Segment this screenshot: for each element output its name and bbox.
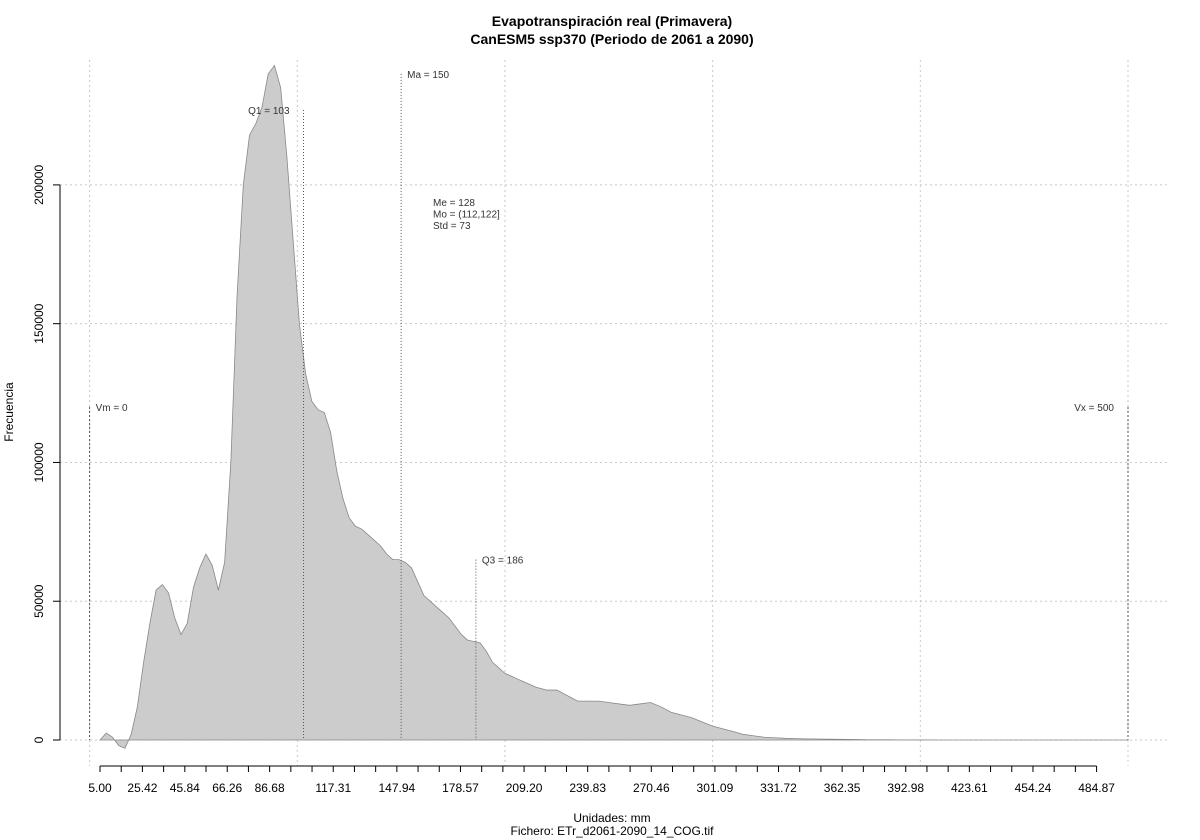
stats-line: Std = 73 xyxy=(433,221,471,232)
density-area-path xyxy=(99,64,1128,749)
markers: Vm = 0 Q1 = 103 Ma = 150 Q3 = 186 Vx = 500 xyxy=(89,70,1129,740)
marker-label: Ma = 150 xyxy=(407,70,449,81)
x-tick-label: 66.26 xyxy=(212,781,242,795)
marker-label: Vx = 500 xyxy=(1074,403,1114,414)
y-tick-label: 0 xyxy=(32,736,46,743)
x-tick-label: 270.46 xyxy=(633,781,670,795)
x-tick-label: 209.20 xyxy=(506,781,543,795)
x-tick-label: 392.98 xyxy=(887,781,924,795)
chart-subtitle: CanESM5 ssp370 (Periodo de 2061 a 2090) xyxy=(470,31,753,47)
x-tick-label: 25.42 xyxy=(127,781,157,795)
chart-title: Evapotranspiración real (Primavera) xyxy=(492,13,732,29)
x-tick-label: 423.61 xyxy=(951,781,988,795)
x-tick-label: 147.94 xyxy=(379,781,416,795)
x-tick-label: 45.84 xyxy=(170,781,200,795)
y-axis-label: Frecuencia xyxy=(2,382,16,442)
x-tick-label: 117.31 xyxy=(315,781,351,795)
x-tick-label: 239.83 xyxy=(569,781,606,795)
footer-filename: Fichero: ETr_d2061-2090_14_COG.tif xyxy=(511,824,715,838)
y-tick-label: 100000 xyxy=(32,442,46,482)
x-axis-label: Unidades: mm xyxy=(573,811,650,825)
y-tick-label: 150000 xyxy=(32,303,46,343)
stats-line: Mo = (112,122] xyxy=(433,210,500,221)
y-tick-label: 200000 xyxy=(32,165,46,205)
x-tick-label: 5.00 xyxy=(88,781,112,795)
marker-label: Vm = 0 xyxy=(96,403,128,414)
axes: 5.00 25.42 45.84 66.26 86.68 117.31 147.94 178.… xyxy=(32,165,1115,795)
marker-label: Q3 = 186 xyxy=(482,556,524,567)
stats-line: Me = 128 xyxy=(433,198,475,209)
x-tick-label: 178.57 xyxy=(442,781,479,795)
marker-label: Q1 = 103 xyxy=(248,106,290,117)
y-tick-label: 50000 xyxy=(32,584,46,618)
x-tick-label: 301.09 xyxy=(697,781,734,795)
x-tick-label: 362.35 xyxy=(824,781,861,795)
x-tick-label: 454.24 xyxy=(1015,781,1052,795)
x-tick-label: 331.72 xyxy=(760,781,797,795)
density-area xyxy=(99,64,1128,749)
x-tick-label: 484.87 xyxy=(1078,781,1115,795)
x-tick-label: 86.68 xyxy=(255,781,285,795)
